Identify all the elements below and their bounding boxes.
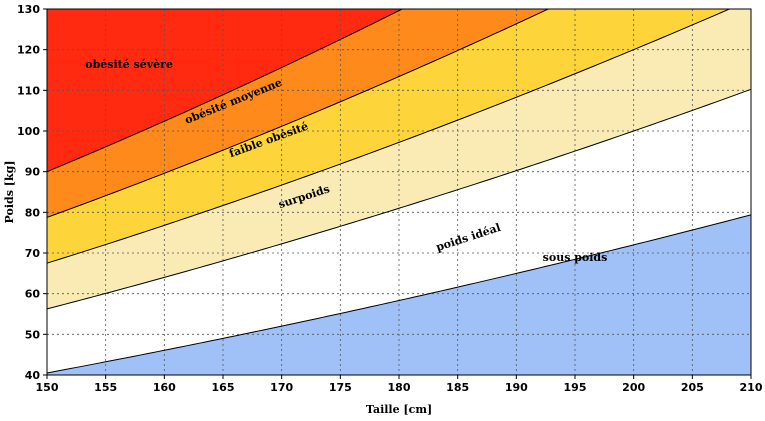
y-tick-label: 70	[25, 247, 41, 260]
x-tick-label: 200	[622, 381, 645, 394]
grid	[47, 9, 751, 375]
x-tick-label: 190	[505, 381, 528, 394]
x-axis-title: Taille [cm]	[366, 403, 432, 416]
y-tick-label: 80	[25, 206, 41, 219]
y-tick-label: 60	[25, 288, 41, 301]
y-tick-label: 120	[17, 44, 40, 57]
label-sous-poids: sous poids	[543, 251, 608, 264]
y-tick-label: 130	[17, 3, 40, 16]
x-axis-ticks: 150 155 160 165 170 175 180 185 190 195 200 205 210	[36, 375, 763, 394]
x-tick-label: 195	[564, 381, 587, 394]
y-axis-ticks: 40 50 60 70 80 90 100 110 120 130	[17, 3, 47, 382]
band-surpoids	[47, 9, 751, 309]
x-tick-label: 180	[388, 381, 411, 394]
x-tick-label: 175	[329, 381, 352, 394]
x-tick-label: 210	[740, 381, 763, 394]
y-tick-label: 40	[25, 369, 41, 382]
x-tick-label: 170	[270, 381, 293, 394]
x-tick-label: 205	[681, 381, 704, 394]
x-tick-label: 160	[153, 381, 176, 394]
y-axis-title: Poids [kg]	[3, 161, 16, 224]
y-tick-label: 90	[25, 166, 41, 179]
bmi-boundary-lines	[46, 8, 752, 374]
bmi-boundary-line	[46, 88, 752, 310]
y-tick-label: 110	[17, 84, 40, 97]
y-tick-label: 100	[17, 125, 40, 138]
label-obesite-severe: obésité sévère	[85, 58, 173, 71]
x-tick-label: 150	[36, 381, 59, 394]
bmi-boundary-line	[46, 8, 549, 218]
bmi-boundary-line	[46, 214, 752, 374]
x-tick-label: 155	[94, 381, 117, 394]
x-tick-label: 165	[212, 381, 235, 394]
bmi-boundary-line	[46, 8, 730, 264]
bmi-boundary-line	[46, 8, 403, 173]
y-tick-label: 50	[25, 328, 41, 341]
x-tick-label: 185	[446, 381, 469, 394]
